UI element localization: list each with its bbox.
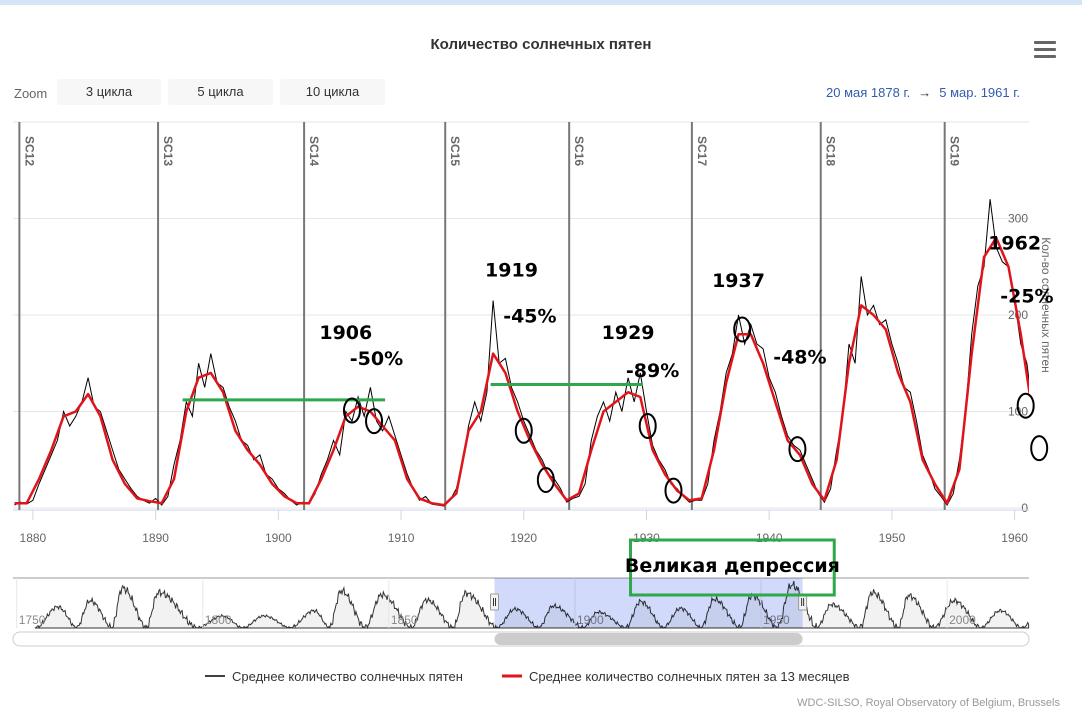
cycle-label: SC18 — [824, 136, 838, 166]
navigator-tick-label: 2000 — [949, 613, 976, 627]
annotation-circle — [664, 477, 683, 504]
navigator-selection[interactable] — [494, 578, 803, 628]
annotation-label: 1937 — [712, 270, 765, 292]
smoothed-sunspot-line — [14, 236, 1029, 507]
x-tick-label: 1950 — [879, 531, 906, 545]
chart-title: Количество солнечных пятен — [430, 36, 652, 53]
annotation-circle — [365, 408, 384, 435]
navigator-handle-left[interactable] — [490, 593, 500, 611]
cycle-label: SC16 — [572, 136, 586, 166]
scrollbar-thumb[interactable] — [494, 633, 803, 645]
hamburger-icon[interactable] — [1034, 41, 1056, 59]
x-tick-label: 1920 — [510, 531, 537, 545]
annotation-label: -89% — [626, 360, 679, 382]
zoom-label: Zoom — [14, 86, 48, 101]
x-tick-label: 1930 — [633, 531, 660, 545]
zoom-3-cycles-button[interactable]: 3 цикла — [57, 79, 161, 105]
cycle-label: SC15 — [448, 136, 462, 166]
cycle-label: SC14 — [307, 136, 321, 166]
cycle-label: SC12 — [22, 136, 36, 166]
annotation-label: 1906 — [319, 322, 372, 344]
navigator-tick-label: 1750 — [19, 613, 46, 627]
y-tick-label: 0 — [1021, 501, 1028, 515]
legend-item[interactable]: Среднее количество солнечных пятен за 13… — [502, 669, 850, 684]
annotation-label: -25% — [1000, 285, 1053, 307]
range-to[interactable]: 5 мар. 1961 г. — [939, 85, 1020, 100]
legend-label: Среднее количество солнечных пятен за 13… — [529, 669, 850, 684]
great-depression-label: Великая депрессия — [625, 555, 840, 577]
credits[interactable]: WDC-SILSO, Royal Observatory of Belgium,… — [797, 697, 1060, 709]
annotation-label: 1929 — [602, 322, 655, 344]
raw-sunspot-line — [14, 199, 1029, 507]
cycle-label: SC13 — [161, 136, 175, 166]
annotation-label: 1962 — [988, 232, 1041, 254]
zoom-10-cycles-button[interactable]: 10 цикла — [280, 79, 385, 105]
annotation-circle — [1030, 435, 1049, 462]
annotation-circle — [638, 412, 657, 439]
y-tick-label: 300 — [1008, 212, 1028, 226]
range-from[interactable]: 20 мая 1878 г. — [826, 85, 911, 100]
annotation-circle — [514, 417, 533, 444]
cycle-label: SC19 — [948, 136, 962, 166]
x-tick-label: 1900 — [265, 531, 292, 545]
range-arrow: → — [918, 85, 932, 100]
annotation-label: -45% — [503, 306, 556, 328]
x-tick-label: 1910 — [388, 531, 415, 545]
top-border — [0, 0, 1082, 5]
annotation-circle — [733, 316, 752, 343]
annotation-circle — [342, 397, 361, 424]
legend-item[interactable]: Среднее количество солнечных пятен — [205, 669, 463, 684]
annotation-label: -48% — [773, 346, 826, 368]
great-depression-box — [629, 538, 836, 597]
x-tick-label: 1960 — [1001, 531, 1028, 545]
annotation-circle — [536, 467, 555, 494]
x-tick-label: 1880 — [20, 531, 47, 545]
navigator-tick-label: 1850 — [391, 613, 418, 627]
annotation-label: 1919 — [485, 259, 538, 281]
x-tick-label: 1940 — [756, 531, 783, 545]
annotation-label: -50% — [350, 348, 403, 370]
navigator-tick-label: 1800 — [205, 613, 232, 627]
annotation-circle — [1016, 392, 1035, 419]
x-tick-label: 1890 — [142, 531, 169, 545]
cycle-label: SC17 — [695, 136, 709, 166]
annotation-circle — [788, 436, 807, 463]
legend-label: Среднее количество солнечных пятен — [232, 669, 463, 684]
zoom-5-cycles-button[interactable]: 5 цикла — [168, 79, 273, 105]
date-range: 20 мая 1878 г. → 5 мар. 1961 г. — [822, 85, 1024, 100]
y-axis-title: Кол-во солнечных пятен — [1039, 237, 1053, 373]
